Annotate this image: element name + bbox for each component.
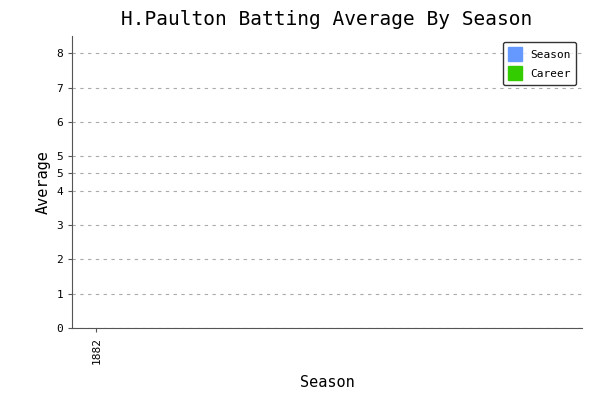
X-axis label: Season: Season [299, 375, 355, 390]
Title: H.Paulton Batting Average By Season: H.Paulton Batting Average By Season [121, 10, 533, 29]
Y-axis label: Average: Average [35, 150, 50, 214]
Legend: Season, Career: Season, Career [503, 42, 577, 85]
